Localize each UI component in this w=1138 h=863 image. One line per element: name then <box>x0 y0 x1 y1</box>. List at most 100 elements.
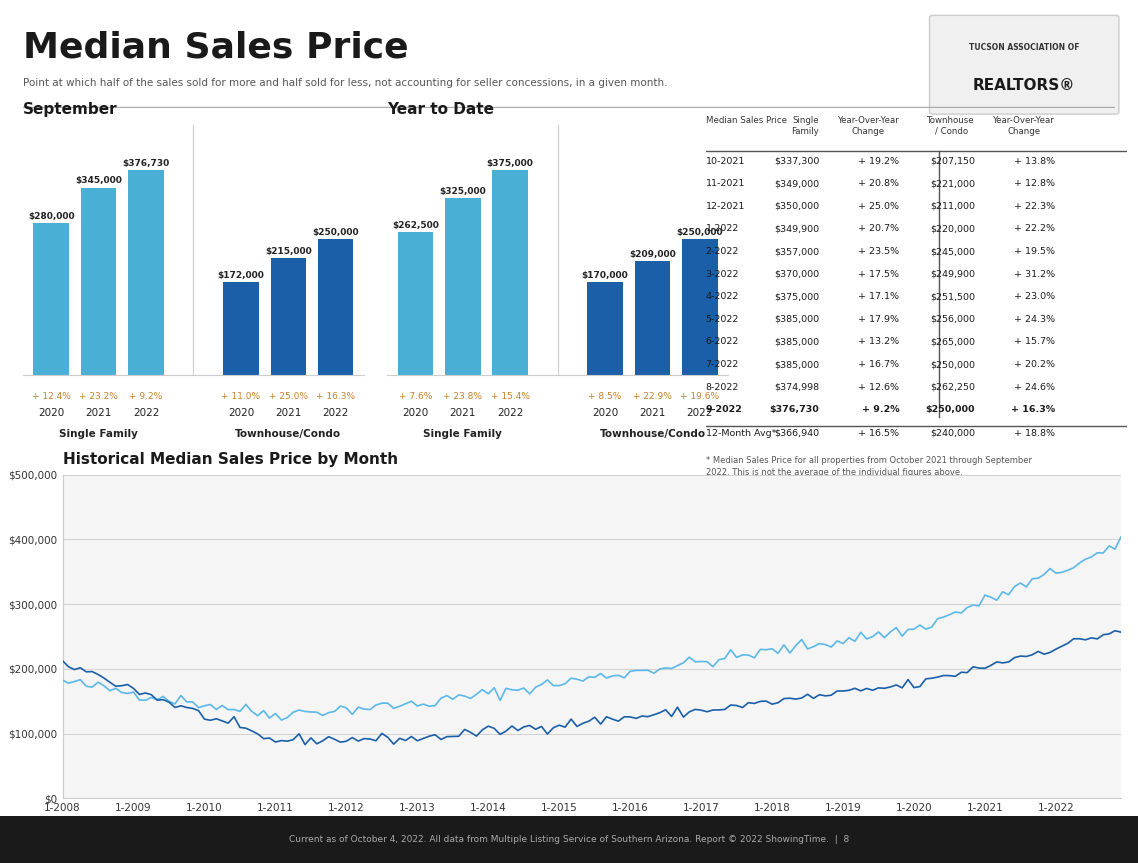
Text: $256,000: $256,000 <box>930 315 975 324</box>
Text: 2021: 2021 <box>275 408 302 419</box>
Text: + 25.0%: + 25.0% <box>858 202 899 211</box>
Text: Year-Over-Year
Change: Year-Over-Year Change <box>838 117 899 135</box>
Text: + 11.0%: + 11.0% <box>221 392 261 400</box>
Text: Single Family: Single Family <box>423 429 502 438</box>
Bar <box>397 232 434 375</box>
Text: Historical Median Sales Price by Month: Historical Median Sales Price by Month <box>63 451 397 467</box>
Text: + 16.3%: + 16.3% <box>316 392 355 400</box>
Text: + 20.8%: + 20.8% <box>858 180 899 188</box>
Text: + 15.4%: + 15.4% <box>490 392 529 400</box>
Text: 2-2022: 2-2022 <box>706 247 739 256</box>
Text: 2022: 2022 <box>686 408 714 419</box>
Text: + 18.8%: + 18.8% <box>1014 429 1055 438</box>
Text: + 12.6%: + 12.6% <box>858 382 899 392</box>
Text: $376,730: $376,730 <box>123 159 170 168</box>
Text: 2020: 2020 <box>38 408 65 419</box>
Text: $375,000: $375,000 <box>487 159 534 168</box>
Text: $376,730: $376,730 <box>769 406 819 414</box>
Bar <box>81 187 116 375</box>
Text: + 16.3%: + 16.3% <box>1011 406 1055 414</box>
Bar <box>129 170 164 375</box>
Text: 5-2022: 5-2022 <box>706 315 739 324</box>
Text: $337,300: $337,300 <box>774 157 819 166</box>
Text: $211,000: $211,000 <box>930 202 975 211</box>
Text: 2021: 2021 <box>85 408 112 419</box>
Text: + 17.5%: + 17.5% <box>858 269 899 279</box>
Bar <box>271 258 306 375</box>
Text: 3-2022: 3-2022 <box>706 269 739 279</box>
Bar <box>635 261 670 375</box>
Text: + 25.0%: + 25.0% <box>269 392 307 400</box>
Text: Townhouse
/ Condo: Townhouse / Condo <box>927 117 975 135</box>
Text: + 23.8%: + 23.8% <box>444 392 483 400</box>
Text: $366,940: $366,940 <box>774 429 819 438</box>
Text: 2020: 2020 <box>592 408 618 419</box>
Text: + 23.2%: + 23.2% <box>80 392 118 400</box>
Text: 10-2021: 10-2021 <box>706 157 745 166</box>
Text: $220,000: $220,000 <box>930 224 975 234</box>
Text: + 22.3%: + 22.3% <box>1014 202 1055 211</box>
Text: + 9.2%: + 9.2% <box>861 406 899 414</box>
Text: $250,000: $250,000 <box>313 228 358 237</box>
Text: + 17.1%: + 17.1% <box>858 293 899 301</box>
FancyBboxPatch shape <box>930 16 1119 114</box>
Text: $262,500: $262,500 <box>391 221 439 230</box>
Text: Median Sales Price: Median Sales Price <box>23 30 409 64</box>
Text: September: September <box>23 102 117 117</box>
Text: + 31.2%: + 31.2% <box>1014 269 1055 279</box>
Text: + 7.6%: + 7.6% <box>398 392 432 400</box>
Text: $172,000: $172,000 <box>217 271 264 280</box>
Text: + 8.5%: + 8.5% <box>588 392 621 400</box>
Text: 2022: 2022 <box>322 408 349 419</box>
Text: + 19.6%: + 19.6% <box>681 392 719 400</box>
Text: Point at which half of the sales sold for more and half sold for less, not accou: Point at which half of the sales sold fo… <box>23 78 667 88</box>
Text: $349,900: $349,900 <box>774 224 819 234</box>
Text: $349,000: $349,000 <box>774 180 819 188</box>
Text: $221,000: $221,000 <box>930 180 975 188</box>
Text: $250,000: $250,000 <box>930 360 975 369</box>
Text: $280,000: $280,000 <box>28 212 74 221</box>
Bar <box>682 239 718 375</box>
Text: 2020: 2020 <box>402 408 429 419</box>
Text: $265,000: $265,000 <box>930 337 975 346</box>
Text: + 12.8%: + 12.8% <box>1014 180 1055 188</box>
Text: Single
Family: Single Family <box>792 117 819 135</box>
Text: 2021: 2021 <box>640 408 666 419</box>
Text: + 22.2%: + 22.2% <box>1014 224 1055 234</box>
Text: $385,000: $385,000 <box>774 337 819 346</box>
Text: $357,000: $357,000 <box>774 247 819 256</box>
Text: + 13.8%: + 13.8% <box>1014 157 1055 166</box>
Text: + 19.2%: + 19.2% <box>858 157 899 166</box>
Text: TUCSON ASSOCIATION OF: TUCSON ASSOCIATION OF <box>968 43 1080 52</box>
Bar <box>445 198 480 375</box>
Text: $325,000: $325,000 <box>439 186 486 196</box>
Text: 11-2021: 11-2021 <box>706 180 745 188</box>
Text: + 20.2%: + 20.2% <box>1014 360 1055 369</box>
Text: Year to Date: Year to Date <box>387 102 494 117</box>
Text: $250,000: $250,000 <box>677 228 723 236</box>
Text: $385,000: $385,000 <box>774 315 819 324</box>
Text: 2022: 2022 <box>133 408 159 419</box>
Text: $170,000: $170,000 <box>582 271 628 280</box>
Text: + 16.5%: + 16.5% <box>858 429 899 438</box>
Text: $385,000: $385,000 <box>774 360 819 369</box>
Text: 9-2022: 9-2022 <box>706 406 742 414</box>
Text: REALTORS®: REALTORS® <box>973 79 1075 93</box>
Text: Median Sales Price: Median Sales Price <box>706 117 786 125</box>
Text: $245,000: $245,000 <box>930 247 975 256</box>
Text: Townhouse/Condo: Townhouse/Condo <box>236 429 341 438</box>
Bar <box>493 170 528 375</box>
Text: $215,000: $215,000 <box>265 248 312 256</box>
Bar <box>223 281 258 375</box>
Text: $262,250: $262,250 <box>930 382 975 392</box>
Text: 8-2022: 8-2022 <box>706 382 739 392</box>
Text: + 9.2%: + 9.2% <box>130 392 163 400</box>
Text: $375,000: $375,000 <box>774 293 819 301</box>
Text: 7-2022: 7-2022 <box>706 360 739 369</box>
Text: Single Family: Single Family <box>894 484 953 493</box>
Text: $374,998: $374,998 <box>774 382 819 392</box>
Text: $251,500: $251,500 <box>930 293 975 301</box>
Bar <box>318 239 354 375</box>
Text: $370,000: $370,000 <box>774 269 819 279</box>
Text: $249,900: $249,900 <box>930 269 975 279</box>
